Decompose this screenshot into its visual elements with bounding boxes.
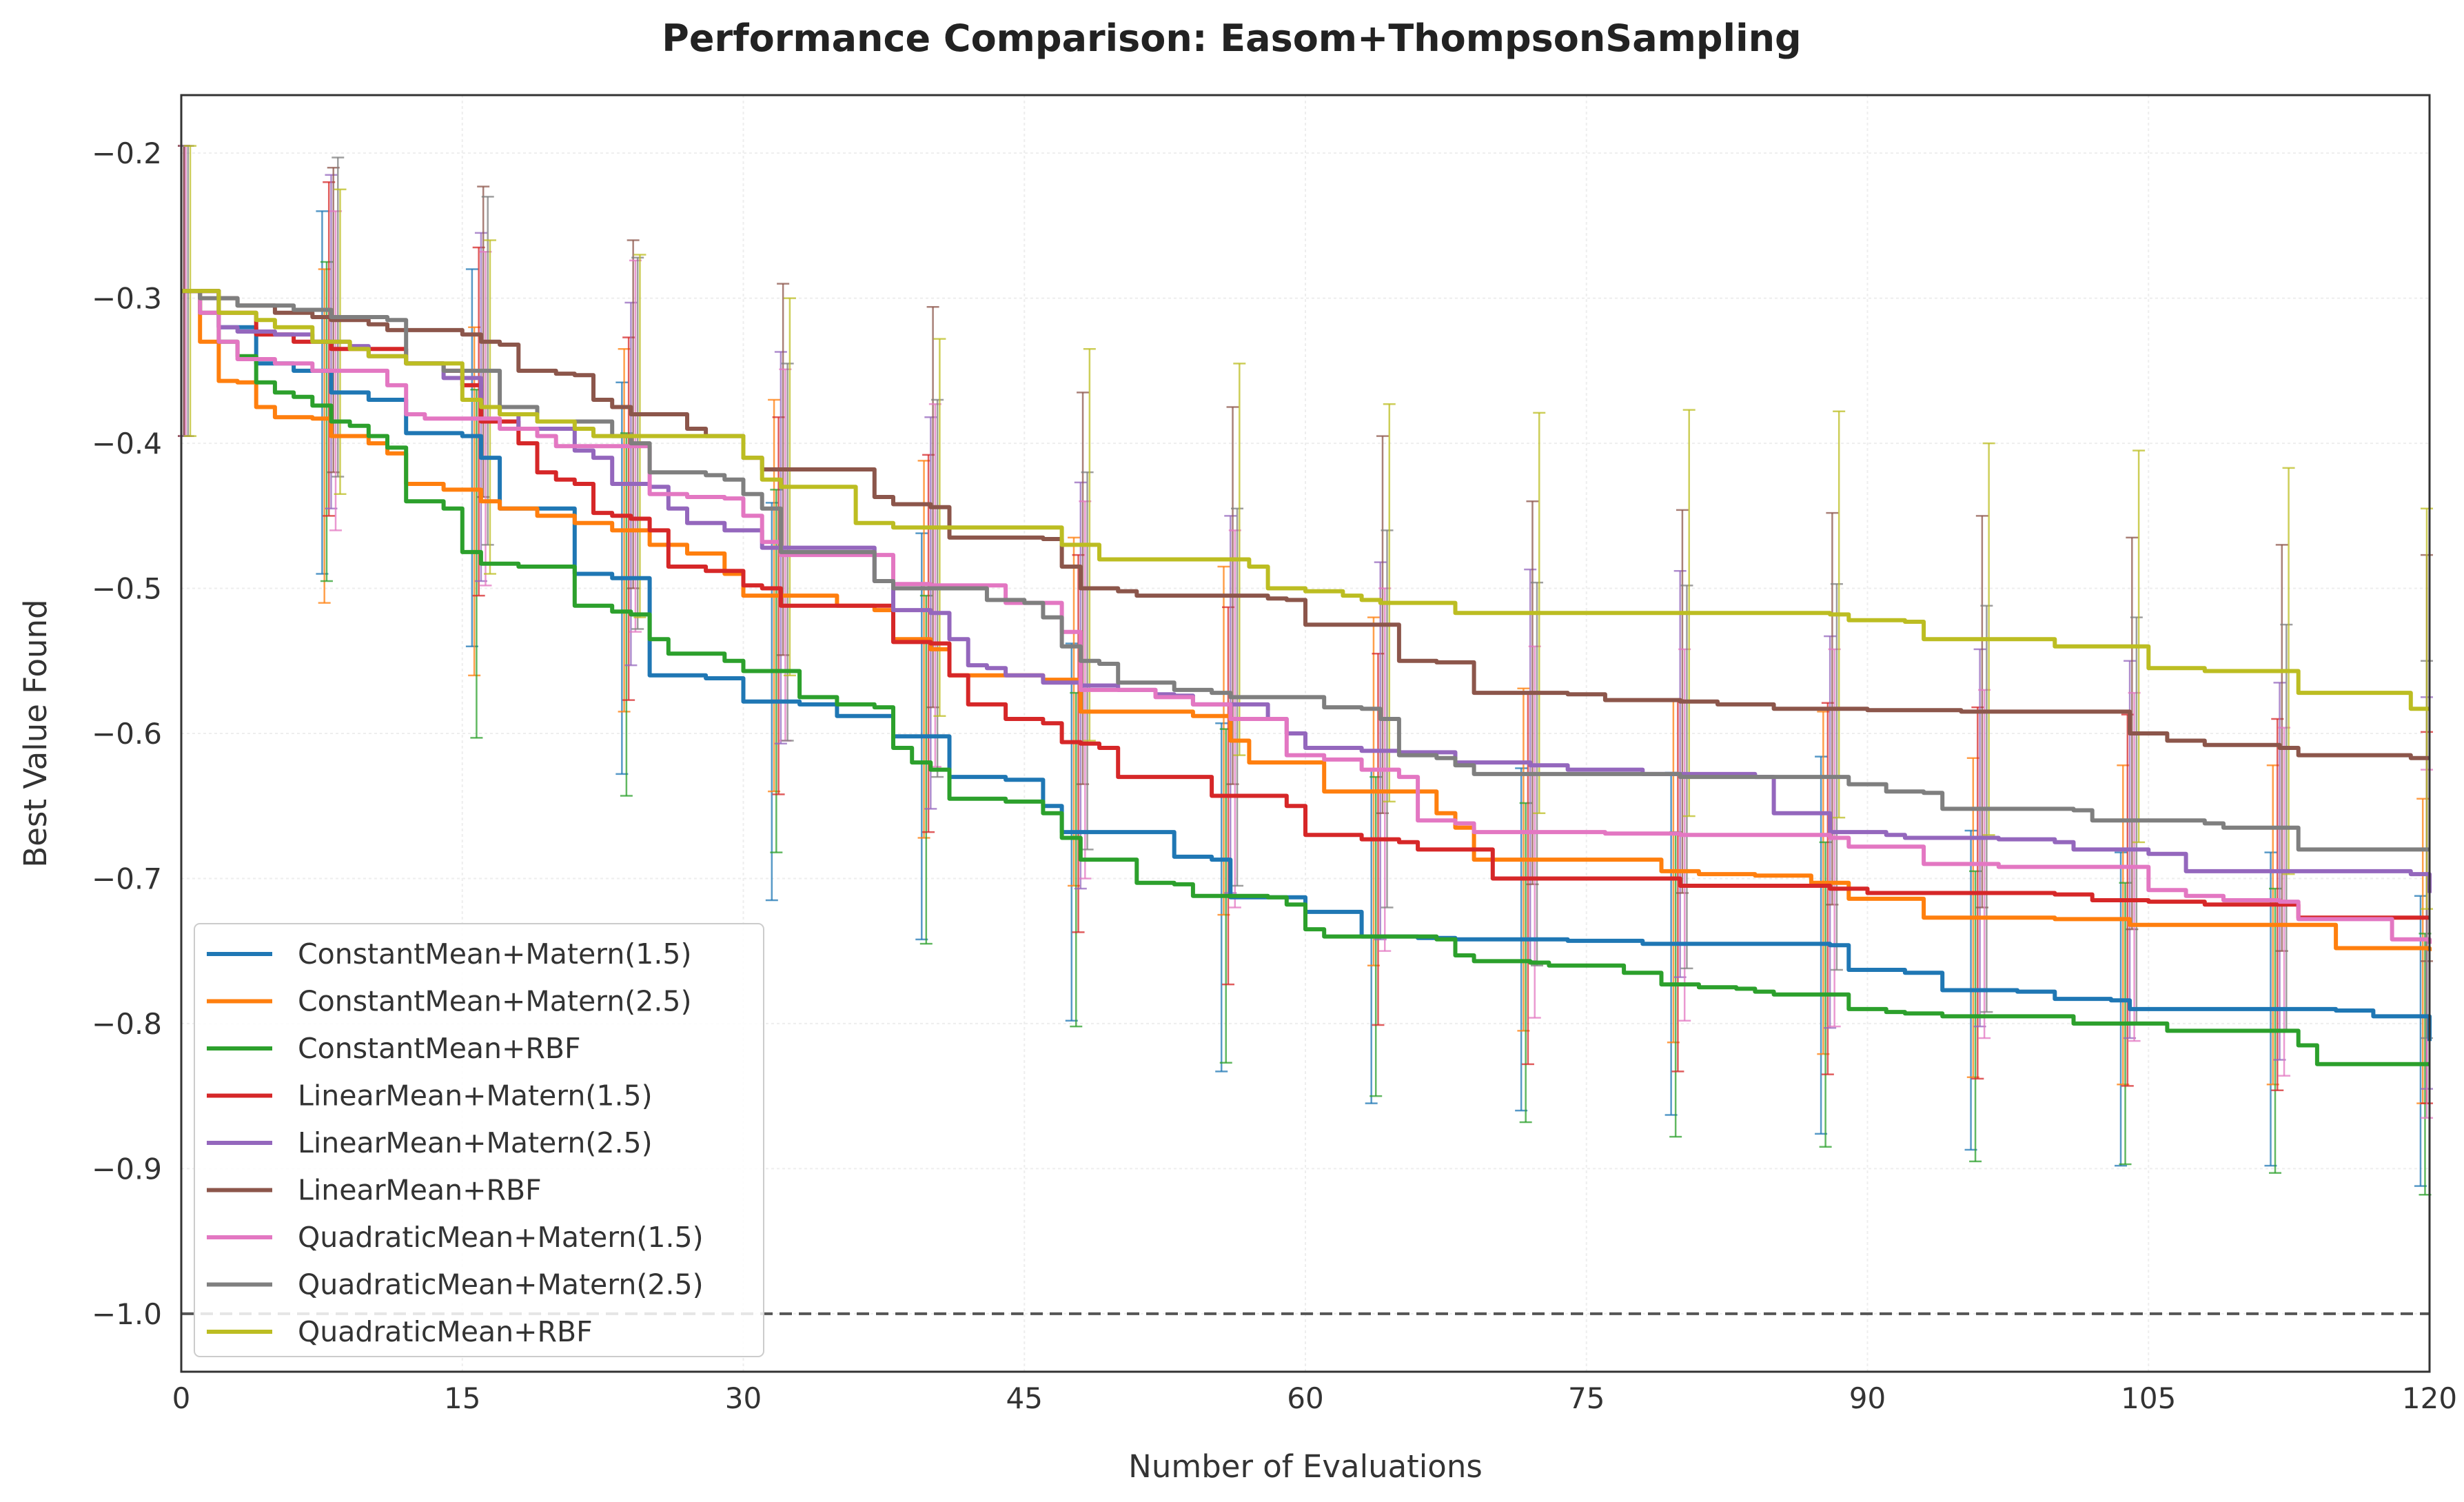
x-tick-label: 120 — [2402, 1381, 2457, 1415]
legend-label: LinearMean+Matern(2.5) — [298, 1126, 653, 1159]
x-axis-ticks: 0 15 30 45 60 75 90 105 120 — [172, 1381, 2457, 1415]
x-tick-label: 90 — [1849, 1381, 1886, 1415]
legend-label: ConstantMean+Matern(2.5) — [298, 985, 692, 1018]
chart-title: Performance Comparison: Easom+ThompsonSa… — [662, 17, 1801, 60]
y-tick-label: −0.8 — [92, 1007, 162, 1041]
x-tick-label: 30 — [725, 1381, 762, 1415]
x-tick-label: 75 — [1568, 1381, 1605, 1415]
series-line-6 — [181, 289, 2432, 944]
series-line-2 — [181, 289, 2430, 1066]
series-line-8 — [181, 289, 2430, 711]
legend-label: QuadraticMean+Matern(2.5) — [298, 1268, 704, 1301]
x-tick-label: 105 — [2121, 1381, 2176, 1415]
x-axis-label: Number of Evaluations — [1128, 1448, 1483, 1485]
series-line-7 — [181, 289, 2430, 852]
legend-label: QuadraticMean+Matern(1.5) — [298, 1221, 704, 1254]
y-tick-label: −0.4 — [92, 427, 162, 460]
x-tick-label: 15 — [444, 1381, 480, 1415]
y-tick-label: −0.3 — [92, 282, 162, 316]
y-tick-label: −0.5 — [92, 572, 162, 606]
legend-box — [194, 923, 764, 1357]
series-lines — [181, 289, 2432, 1066]
y-tick-label: −0.2 — [92, 136, 162, 170]
series-line-3 — [181, 289, 2430, 920]
x-tick-label: 45 — [1006, 1381, 1043, 1415]
series-line-5 — [181, 289, 2430, 760]
y-tick-label: −0.7 — [92, 862, 162, 895]
legend-label: ConstantMean+Matern(1.5) — [298, 937, 692, 971]
legend-items: ConstantMean+Matern(1.5) ConstantMean+Mat… — [207, 937, 704, 1348]
y-tick-label: −1.0 — [92, 1297, 162, 1331]
y-axis-ticks: −1.0 −0.9 −0.8 −0.7 −0.6 −0.5 −0.4 −0.3 −0.2 — [92, 136, 162, 1331]
legend-label: ConstantMean+RBF — [298, 1032, 581, 1065]
legend-label: LinearMean+Matern(1.5) — [298, 1079, 653, 1113]
legend-label: LinearMean+RBF — [298, 1174, 542, 1207]
x-tick-label: 60 — [1287, 1381, 1323, 1415]
plot-frame — [180, 94, 2431, 1373]
legend-label: QuadraticMean+RBF — [298, 1315, 593, 1348]
y-tick-label: −0.6 — [92, 717, 162, 751]
y-axis-label: Best Value Found — [17, 599, 54, 867]
y-tick-label: −0.9 — [92, 1152, 162, 1186]
x-tick-label: 0 — [172, 1381, 191, 1415]
legend: ConstantMean+Matern(1.5) ConstantMean+Mat… — [194, 923, 764, 1357]
